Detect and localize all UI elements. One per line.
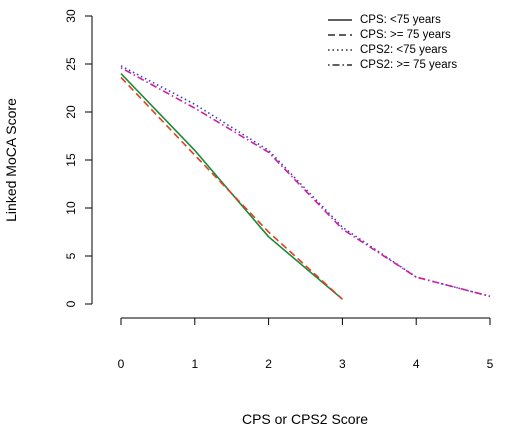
series-line-3	[120, 65, 491, 298]
x-tick-label: 2	[265, 357, 272, 371]
y-tick-label: 10	[64, 201, 78, 215]
y-tick-label: 30	[64, 9, 78, 23]
legend-label-4: CPS2: >= 75 years	[360, 59, 457, 71]
x-axis-title: CPS or CPS2 Score	[242, 411, 368, 427]
y-tick-label: 20	[64, 105, 78, 119]
legend-label-2: CPS: >= 75 years	[360, 29, 451, 41]
x-tick-label: 4	[413, 357, 420, 371]
x-tick-label: 5	[487, 357, 494, 371]
y-tick-label: 5	[64, 252, 78, 259]
y-tick-label: 15	[64, 153, 78, 167]
x-tick-label: 3	[339, 357, 346, 371]
legend-label-3: CPS2: <75 years	[360, 44, 448, 56]
series-line-1	[120, 73, 343, 300]
series-line-4	[120, 67, 491, 298]
series-line-2	[120, 76, 343, 300]
legend-label-1: CPS: <75 years	[360, 14, 441, 26]
y-tick-label: 25	[64, 57, 78, 71]
series-layer	[120, 65, 491, 300]
x-tick-label: 1	[191, 357, 198, 371]
axes: 0 5 10 15 20 25 30 0 1 2 3 4 5	[64, 9, 494, 371]
y-axis-title: Linked MoCA Score	[3, 98, 19, 222]
x-tick-label: 0	[118, 357, 125, 371]
legend: CPS: <75 years CPS: >= 75 years CPS2: <75 …	[328, 14, 457, 71]
y-tick-label: 0	[64, 300, 78, 307]
